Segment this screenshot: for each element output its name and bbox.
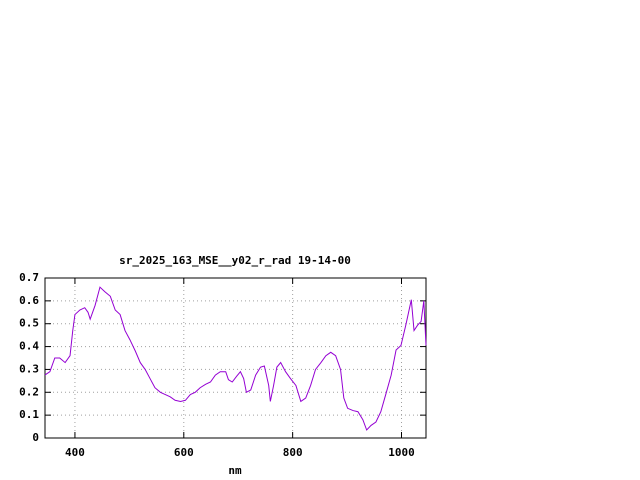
y-tick-label: 0.1	[19, 408, 39, 421]
x-tick-label: 400	[65, 446, 85, 459]
x-tick-label: 800	[283, 446, 303, 459]
y-tick-label: 0.7	[19, 271, 39, 284]
y-tick-label: 0.3	[19, 362, 39, 375]
y-tick-label: 0.5	[19, 317, 39, 330]
y-tick-label: 0.6	[19, 294, 39, 307]
chart-title: sr_2025_163_MSE__y02_r_rad 19-14-00	[119, 254, 351, 267]
plot-border	[44, 277, 427, 439]
data-line	[44, 286, 427, 431]
y-tick-label: 0.2	[19, 385, 39, 398]
x-tick-label: 1000	[388, 446, 415, 459]
x-axis-label: nm	[228, 464, 242, 477]
y-tick-label: 0	[32, 431, 39, 444]
x-tick-label: 600	[174, 446, 194, 459]
y-tick-label: 0.4	[19, 340, 39, 353]
